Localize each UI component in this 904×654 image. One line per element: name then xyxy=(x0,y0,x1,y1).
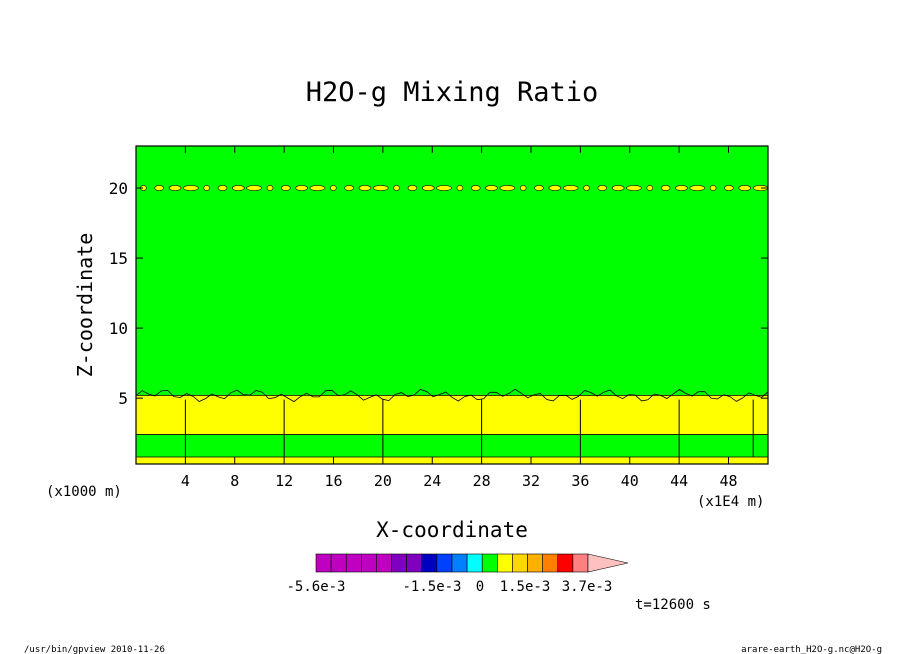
time-label: t=12600 s xyxy=(635,597,711,613)
band-blob-38 xyxy=(738,185,752,191)
colorbar-label-4: 3.7e-3 xyxy=(562,579,613,595)
band-blob-13 xyxy=(344,185,354,191)
colorbar-swatch-11 xyxy=(481,553,498,573)
colorbar-swatch-4 xyxy=(376,553,392,573)
band-blob-23 xyxy=(499,185,516,191)
band-blob-9 xyxy=(281,185,291,191)
contour-region-1 xyxy=(136,434,768,457)
colorbar-swatch-15 xyxy=(542,553,559,573)
x-unit-left: (x1000 m) xyxy=(46,484,122,500)
band-blob-16 xyxy=(393,185,400,191)
band-blob-37 xyxy=(724,185,734,191)
colorbar-swatch-5 xyxy=(391,553,407,573)
contour-region-3 xyxy=(136,146,768,396)
band-blob-35 xyxy=(689,185,706,191)
colorbar-swatch-10 xyxy=(466,553,483,573)
colorbar-swatch-16 xyxy=(557,553,574,573)
band-blob-28 xyxy=(583,185,590,191)
band-blob-5 xyxy=(217,185,228,191)
band-blob-11 xyxy=(309,185,326,191)
colorbar-swatch-7 xyxy=(421,553,438,573)
colorbar-swatch-17 xyxy=(572,553,589,573)
band-blob-18 xyxy=(421,185,435,191)
layer-top-contour xyxy=(135,388,769,403)
x-unit-right: (x1E4 m) xyxy=(697,494,764,510)
band-blob-6 xyxy=(232,185,245,191)
colorbar-label-2: 0 xyxy=(476,579,484,595)
band-blob-22 xyxy=(485,185,498,191)
y-tick-label: 15 xyxy=(109,249,128,268)
footer-left: /usr/bin/gpview 2010-11-26 xyxy=(24,645,165,654)
band-blob-20 xyxy=(456,185,464,191)
contour-region-2 xyxy=(136,395,768,435)
y-tick-label: 10 xyxy=(109,319,128,338)
x-tick-label: 16 xyxy=(324,472,342,490)
band-blob-10 xyxy=(295,185,308,191)
colorbar-swatch-9 xyxy=(451,553,468,573)
band-blob-29 xyxy=(597,185,608,191)
chart-title: H2O-g Mixing Ratio xyxy=(306,77,599,108)
band-blob-8 xyxy=(266,185,274,191)
band-blob-34 xyxy=(675,185,688,191)
y-tick-label: 5 xyxy=(118,389,128,408)
footer-right: arare-earth_H2O-g.nc@H2O-g xyxy=(741,645,882,654)
band-blob-24 xyxy=(519,185,527,191)
y-axis-label: Z-coordinate xyxy=(73,233,97,378)
x-tick-label: 32 xyxy=(522,472,540,490)
x-tick-label: 36 xyxy=(571,472,589,490)
band-blob-12 xyxy=(330,185,337,191)
colorbar-arrow xyxy=(587,553,629,573)
band-blob-4 xyxy=(203,185,211,191)
band-blob-17 xyxy=(407,185,418,191)
x-tick-label: 44 xyxy=(670,472,688,490)
band-blob-1 xyxy=(154,185,165,191)
colorbar-swatch-13 xyxy=(512,553,528,573)
x-tick-label: 24 xyxy=(423,472,441,490)
x-tick-label: 4 xyxy=(181,472,190,490)
x-tick-label: 28 xyxy=(473,472,491,490)
colorbar-swatch-0 xyxy=(315,553,332,573)
colorbar-swatch-8 xyxy=(436,553,453,573)
colorbar-label-0: -5.6e-3 xyxy=(286,579,345,595)
band-blob-27 xyxy=(562,185,579,191)
colorbar-label-3: 1.5e-3 xyxy=(500,579,551,595)
band-blob-2 xyxy=(168,185,182,191)
x-axis-label: X-coordinate xyxy=(376,518,528,542)
band-blob-26 xyxy=(548,185,562,191)
colorbar-swatch-2 xyxy=(345,553,362,573)
plot-frame xyxy=(135,145,769,465)
band-blob-36 xyxy=(709,185,717,191)
colorbar-swatch-3 xyxy=(361,553,377,573)
colorbar xyxy=(315,553,629,573)
band-blob-3 xyxy=(183,185,199,191)
colorbar-swatch-12 xyxy=(497,553,513,573)
colorbar-swatch-6 xyxy=(406,553,423,573)
band-blob-25 xyxy=(534,185,544,191)
x-tick-label: 8 xyxy=(230,472,239,490)
band-blob-32 xyxy=(646,185,654,191)
x-tick-label: 12 xyxy=(275,472,293,490)
x-tick-label: 20 xyxy=(374,472,392,490)
contour-region-0 xyxy=(136,456,768,464)
band-blob-15 xyxy=(372,185,389,191)
colorbar-label-1: -1.5e-3 xyxy=(402,579,461,595)
y-tick-label: 20 xyxy=(109,179,128,198)
colorbar-swatch-14 xyxy=(527,553,543,573)
x-tick-label: 48 xyxy=(719,472,737,490)
band-blob-21 xyxy=(470,185,481,191)
band-blob-19 xyxy=(436,185,452,191)
band-blob-7 xyxy=(246,185,262,191)
band-blob-30 xyxy=(611,185,625,191)
band-blob-31 xyxy=(626,185,642,191)
colorbar-swatch-1 xyxy=(330,553,347,573)
x-tick-label: 40 xyxy=(621,472,639,490)
band-blob-14 xyxy=(358,185,372,191)
band-blob-33 xyxy=(660,185,671,191)
